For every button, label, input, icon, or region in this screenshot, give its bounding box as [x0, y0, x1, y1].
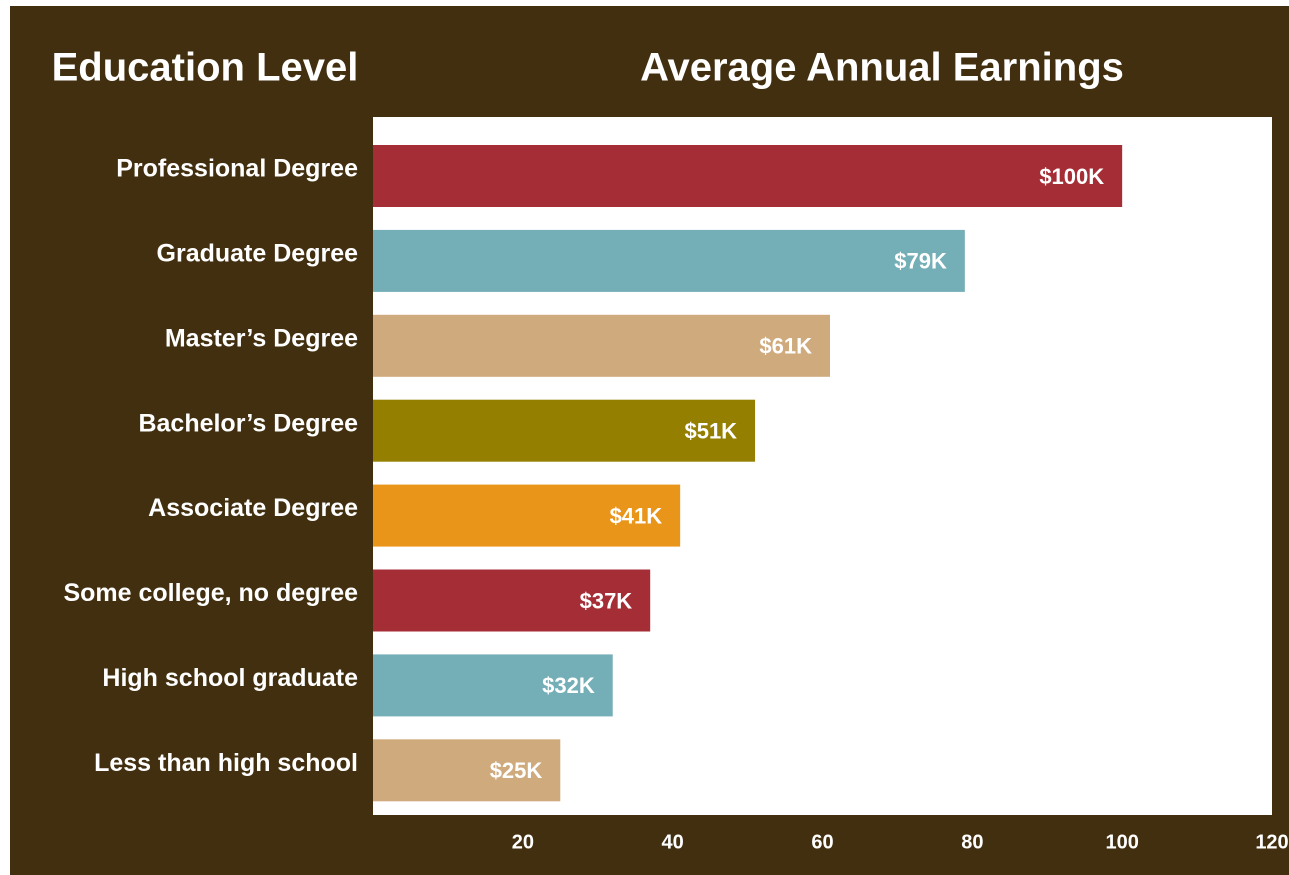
- bar: [373, 399, 756, 462]
- value-label: $25K: [490, 758, 543, 783]
- y-tick-label: Some college, no degree: [63, 579, 358, 607]
- x-tick-label: 60: [811, 831, 833, 853]
- x-tick-label: 120: [1255, 831, 1288, 853]
- y-tick-label: Less than high school: [94, 749, 358, 777]
- x-tick-label: 40: [662, 831, 684, 853]
- axis-title: Education Level: [52, 46, 359, 90]
- bar: [373, 739, 561, 802]
- y-tick-label: Professional Degree: [116, 155, 358, 183]
- x-tick-label: 20: [512, 831, 534, 853]
- y-tick-label: Graduate Degree: [157, 240, 359, 268]
- y-tick-label: High school graduate: [102, 664, 358, 692]
- y-tick-label: Associate Degree: [148, 494, 358, 522]
- bar: [373, 569, 651, 632]
- value-label: $61K: [759, 334, 812, 359]
- y-tick-label: Bachelor’s Degree: [138, 409, 358, 437]
- value-label: $51K: [684, 419, 737, 444]
- value-label: $79K: [894, 249, 947, 274]
- value-label: $100K: [1039, 164, 1104, 189]
- bar: [373, 484, 681, 547]
- x-tick-label: 80: [961, 831, 983, 853]
- bar: [373, 314, 830, 377]
- bar: [373, 145, 1123, 207]
- value-label: $32K: [542, 673, 595, 698]
- x-tick-label: 100: [1105, 831, 1138, 853]
- value-label: $41K: [610, 503, 663, 528]
- y-tick-label: Master’s Degree: [165, 324, 358, 352]
- chart-title: Average Annual Earnings: [640, 46, 1124, 90]
- bar: [373, 654, 613, 717]
- bar: [373, 229, 965, 292]
- value-label: $37K: [580, 588, 633, 613]
